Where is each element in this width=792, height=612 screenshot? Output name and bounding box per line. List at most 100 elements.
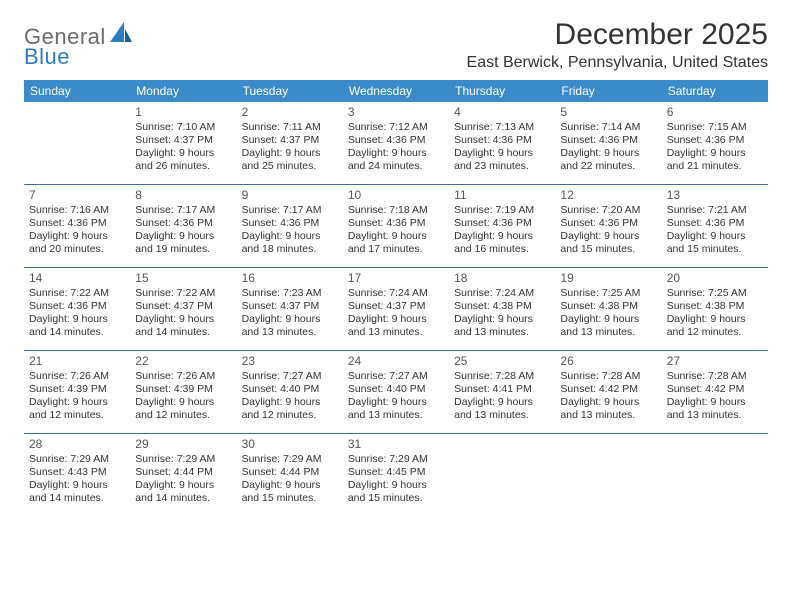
sunrise-text: Sunrise: 7:26 AM <box>29 370 125 383</box>
day-cell: 2Sunrise: 7:11 AMSunset: 4:37 PMDaylight… <box>237 102 343 184</box>
sunrise-text: Sunrise: 7:27 AM <box>242 370 338 383</box>
sunset-text: Sunset: 4:36 PM <box>667 217 763 230</box>
sunrise-text: Sunrise: 7:13 AM <box>454 121 550 134</box>
daylight-text: Daylight: 9 hours and 13 minutes. <box>454 396 550 422</box>
day-number: 14 <box>29 271 125 286</box>
day-cell: 19Sunrise: 7:25 AMSunset: 4:38 PMDayligh… <box>555 268 661 350</box>
sunset-text: Sunset: 4:36 PM <box>29 217 125 230</box>
sunset-text: Sunset: 4:42 PM <box>667 383 763 396</box>
day-number: 1 <box>135 105 231 120</box>
day-cell <box>24 102 130 184</box>
daylight-text: Daylight: 9 hours and 14 minutes. <box>29 313 125 339</box>
calendar-page: General December 2025 East Berwick, Penn… <box>0 0 792 612</box>
daylight-text: Daylight: 9 hours and 14 minutes. <box>135 479 231 505</box>
day-cell: 12Sunrise: 7:20 AMSunset: 4:36 PMDayligh… <box>555 185 661 267</box>
sunrise-text: Sunrise: 7:24 AM <box>348 287 444 300</box>
sunrise-text: Sunrise: 7:12 AM <box>348 121 444 134</box>
day-cell: 15Sunrise: 7:22 AMSunset: 4:37 PMDayligh… <box>130 268 236 350</box>
day-cell: 8Sunrise: 7:17 AMSunset: 4:36 PMDaylight… <box>130 185 236 267</box>
dow-sunday: Sunday <box>24 80 130 102</box>
sunrise-text: Sunrise: 7:15 AM <box>667 121 763 134</box>
week-row: 14Sunrise: 7:22 AMSunset: 4:36 PMDayligh… <box>24 268 768 351</box>
day-number: 7 <box>29 188 125 203</box>
week-row: 21Sunrise: 7:26 AMSunset: 4:39 PMDayligh… <box>24 351 768 434</box>
day-number: 31 <box>348 437 444 452</box>
dow-saturday: Saturday <box>662 80 768 102</box>
day-number: 22 <box>135 354 231 369</box>
day-number: 23 <box>242 354 338 369</box>
day-cell: 28Sunrise: 7:29 AMSunset: 4:43 PMDayligh… <box>24 434 130 516</box>
sunrise-text: Sunrise: 7:22 AM <box>135 287 231 300</box>
sunrise-text: Sunrise: 7:28 AM <box>454 370 550 383</box>
day-number: 24 <box>348 354 444 369</box>
dow-thursday: Thursday <box>449 80 555 102</box>
sunrise-text: Sunrise: 7:25 AM <box>560 287 656 300</box>
day-number: 8 <box>135 188 231 203</box>
day-cell: 7Sunrise: 7:16 AMSunset: 4:36 PMDaylight… <box>24 185 130 267</box>
sunrise-text: Sunrise: 7:29 AM <box>29 453 125 466</box>
sunrise-text: Sunrise: 7:20 AM <box>560 204 656 217</box>
week-row: 1Sunrise: 7:10 AMSunset: 4:37 PMDaylight… <box>24 102 768 185</box>
daylight-text: Daylight: 9 hours and 13 minutes. <box>667 396 763 422</box>
day-number: 18 <box>454 271 550 286</box>
dow-tuesday: Tuesday <box>237 80 343 102</box>
day-number: 25 <box>454 354 550 369</box>
sunset-text: Sunset: 4:36 PM <box>29 300 125 313</box>
sunset-text: Sunset: 4:36 PM <box>454 217 550 230</box>
day-number: 5 <box>560 105 656 120</box>
day-cell: 4Sunrise: 7:13 AMSunset: 4:36 PMDaylight… <box>449 102 555 184</box>
day-cell: 10Sunrise: 7:18 AMSunset: 4:36 PMDayligh… <box>343 185 449 267</box>
location-text: East Berwick, Pennsylvania, United State… <box>467 54 768 72</box>
daylight-text: Daylight: 9 hours and 14 minutes. <box>29 479 125 505</box>
day-number: 9 <box>242 188 338 203</box>
daylight-text: Daylight: 9 hours and 23 minutes. <box>454 147 550 173</box>
sunrise-text: Sunrise: 7:29 AM <box>348 453 444 466</box>
day-number: 10 <box>348 188 444 203</box>
day-cell: 1Sunrise: 7:10 AMSunset: 4:37 PMDaylight… <box>130 102 236 184</box>
daylight-text: Daylight: 9 hours and 15 minutes. <box>242 479 338 505</box>
day-number: 12 <box>560 188 656 203</box>
sunrise-text: Sunrise: 7:27 AM <box>348 370 444 383</box>
day-cell: 11Sunrise: 7:19 AMSunset: 4:36 PMDayligh… <box>449 185 555 267</box>
sunrise-text: Sunrise: 7:23 AM <box>242 287 338 300</box>
day-cell: 5Sunrise: 7:14 AMSunset: 4:36 PMDaylight… <box>555 102 661 184</box>
week-row: 28Sunrise: 7:29 AMSunset: 4:43 PMDayligh… <box>24 434 768 516</box>
calendar-grid: Sunday Monday Tuesday Wednesday Thursday… <box>24 80 768 516</box>
day-cell: 21Sunrise: 7:26 AMSunset: 4:39 PMDayligh… <box>24 351 130 433</box>
sunrise-text: Sunrise: 7:16 AM <box>29 204 125 217</box>
logo-sail-icon <box>110 22 132 47</box>
sunset-text: Sunset: 4:36 PM <box>348 134 444 147</box>
sunset-text: Sunset: 4:40 PM <box>348 383 444 396</box>
day-cell: 24Sunrise: 7:27 AMSunset: 4:40 PMDayligh… <box>343 351 449 433</box>
daylight-text: Daylight: 9 hours and 20 minutes. <box>29 230 125 256</box>
daylight-text: Daylight: 9 hours and 15 minutes. <box>560 230 656 256</box>
sunset-text: Sunset: 4:36 PM <box>667 134 763 147</box>
sunset-text: Sunset: 4:36 PM <box>560 134 656 147</box>
dow-monday: Monday <box>130 80 236 102</box>
daylight-text: Daylight: 9 hours and 13 minutes. <box>454 313 550 339</box>
day-cell: 17Sunrise: 7:24 AMSunset: 4:37 PMDayligh… <box>343 268 449 350</box>
daylight-text: Daylight: 9 hours and 18 minutes. <box>242 230 338 256</box>
daylight-text: Daylight: 9 hours and 24 minutes. <box>348 147 444 173</box>
sunset-text: Sunset: 4:44 PM <box>242 466 338 479</box>
daylight-text: Daylight: 9 hours and 15 minutes. <box>667 230 763 256</box>
daylight-text: Daylight: 9 hours and 17 minutes. <box>348 230 444 256</box>
daylight-text: Daylight: 9 hours and 22 minutes. <box>560 147 656 173</box>
day-cell: 20Sunrise: 7:25 AMSunset: 4:38 PMDayligh… <box>662 268 768 350</box>
daylight-text: Daylight: 9 hours and 26 minutes. <box>135 147 231 173</box>
day-number: 4 <box>454 105 550 120</box>
day-number: 26 <box>560 354 656 369</box>
day-cell <box>449 434 555 516</box>
sunset-text: Sunset: 4:36 PM <box>135 217 231 230</box>
sunset-text: Sunset: 4:36 PM <box>560 217 656 230</box>
sunrise-text: Sunrise: 7:19 AM <box>454 204 550 217</box>
day-number: 2 <box>242 105 338 120</box>
month-title: December 2025 <box>467 18 768 52</box>
daylight-text: Daylight: 9 hours and 13 minutes. <box>560 396 656 422</box>
day-number: 28 <box>29 437 125 452</box>
daylight-text: Daylight: 9 hours and 13 minutes. <box>242 313 338 339</box>
sunrise-text: Sunrise: 7:28 AM <box>560 370 656 383</box>
daylight-text: Daylight: 9 hours and 21 minutes. <box>667 147 763 173</box>
sunrise-text: Sunrise: 7:29 AM <box>242 453 338 466</box>
day-number: 27 <box>667 354 763 369</box>
